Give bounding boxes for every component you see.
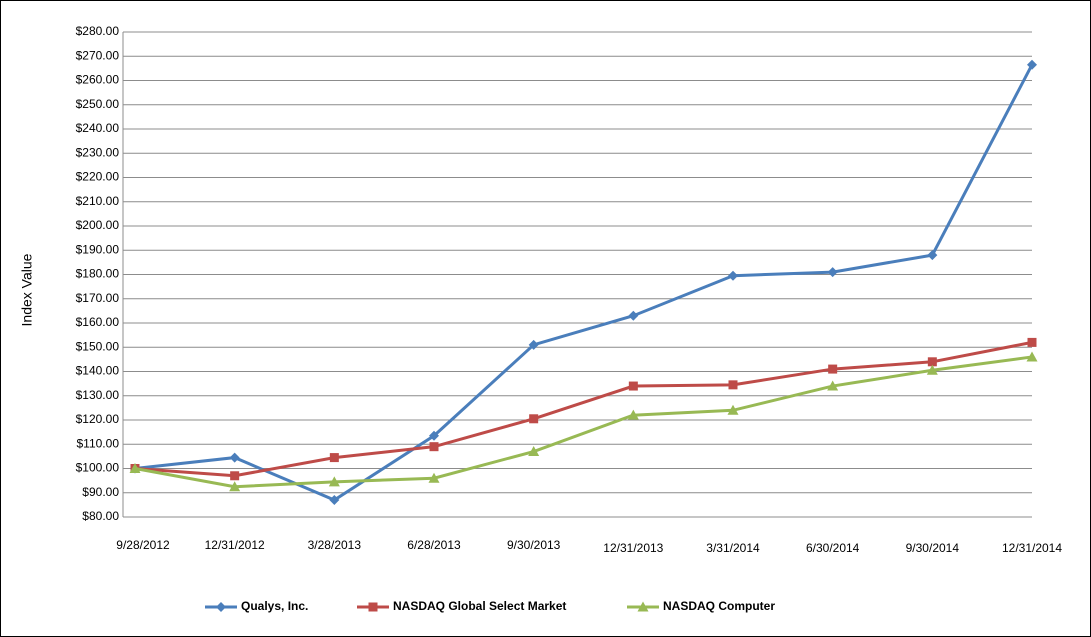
legend-marker — [368, 602, 378, 612]
data-point — [1027, 337, 1037, 347]
data-point — [229, 481, 241, 492]
y-tick-label: $90.00 — [82, 485, 119, 499]
y-tick-label: $170.00 — [76, 291, 120, 305]
data-point — [1027, 59, 1037, 70]
y-tick-label: $180.00 — [76, 267, 120, 281]
data-point — [727, 404, 739, 415]
x-tick-label: 9/28/2012 — [116, 538, 170, 552]
legend-label: NASDAQ Computer — [663, 599, 775, 613]
y-tick-label: $280.00 — [76, 24, 120, 38]
x-tick-label: 3/31/2014 — [706, 541, 760, 555]
data-point — [628, 310, 639, 321]
x-tick-label: 9/30/2014 — [906, 541, 960, 555]
legend-label: NASDAQ Global Select Market — [393, 599, 566, 613]
y-tick-label: $200.00 — [76, 218, 120, 232]
data-point — [1026, 351, 1038, 362]
x-tick-label: 12/31/2012 — [205, 538, 265, 552]
series-line — [134, 64, 1034, 502]
x-tick-label: 12/31/2014 — [1002, 541, 1062, 555]
y-tick-label: $80.00 — [82, 509, 119, 523]
y-tick-label: $210.00 — [76, 194, 120, 208]
data-point — [329, 453, 339, 463]
data-point — [828, 364, 838, 374]
y-tick-label: $110.00 — [77, 436, 120, 450]
y-tick-label: $120.00 — [76, 412, 120, 426]
y-tick-label: $130.00 — [76, 388, 120, 402]
data-point — [329, 495, 340, 506]
y-tick-label: $260.00 — [76, 73, 120, 87]
data-point — [528, 339, 539, 350]
y-tick-label: $230.00 — [76, 145, 120, 159]
data-point — [129, 463, 141, 473]
x-tick-label: 6/30/2014 — [806, 541, 860, 555]
data-point — [927, 357, 937, 367]
y-tick-label: $100.00 — [76, 461, 120, 475]
y-axis-label: Index Value — [19, 253, 35, 326]
series-line — [134, 340, 1033, 478]
y-tick-label: $160.00 — [76, 315, 120, 329]
y-tick-label: $140.00 — [76, 364, 120, 378]
data-point — [428, 472, 440, 483]
y-tick-label: $270.00 — [76, 48, 120, 62]
data-point — [827, 267, 838, 278]
data-point — [627, 409, 639, 420]
x-tick-label: 6/28/2013 — [407, 538, 461, 552]
legend-label: Qualys, Inc. — [241, 599, 308, 613]
data-point — [230, 471, 240, 481]
x-tick-label: 3/28/2013 — [308, 538, 362, 552]
data-point — [528, 446, 540, 457]
y-tick-label: $250.00 — [76, 97, 120, 111]
data-point — [728, 380, 738, 390]
data-point — [827, 380, 839, 391]
y-tick-label: $240.00 — [76, 121, 120, 135]
legend-marker — [637, 601, 649, 612]
legend-marker — [216, 602, 226, 612]
x-tick-label: 12/31/2013 — [603, 541, 663, 555]
y-tick-label: $150.00 — [76, 339, 120, 353]
x-tick-label: 9/30/2013 — [507, 538, 561, 552]
data-point — [328, 476, 340, 487]
series-line — [134, 355, 1033, 489]
data-point — [529, 414, 539, 424]
data-point — [926, 364, 938, 375]
data-point — [429, 442, 439, 452]
y-tick-label: $220.00 — [76, 170, 120, 184]
data-point — [429, 430, 439, 441]
data-point — [229, 452, 240, 463]
data-point — [628, 381, 638, 391]
y-tick-label: $190.00 — [76, 242, 120, 256]
data-point — [728, 270, 738, 281]
data-point — [927, 250, 938, 261]
